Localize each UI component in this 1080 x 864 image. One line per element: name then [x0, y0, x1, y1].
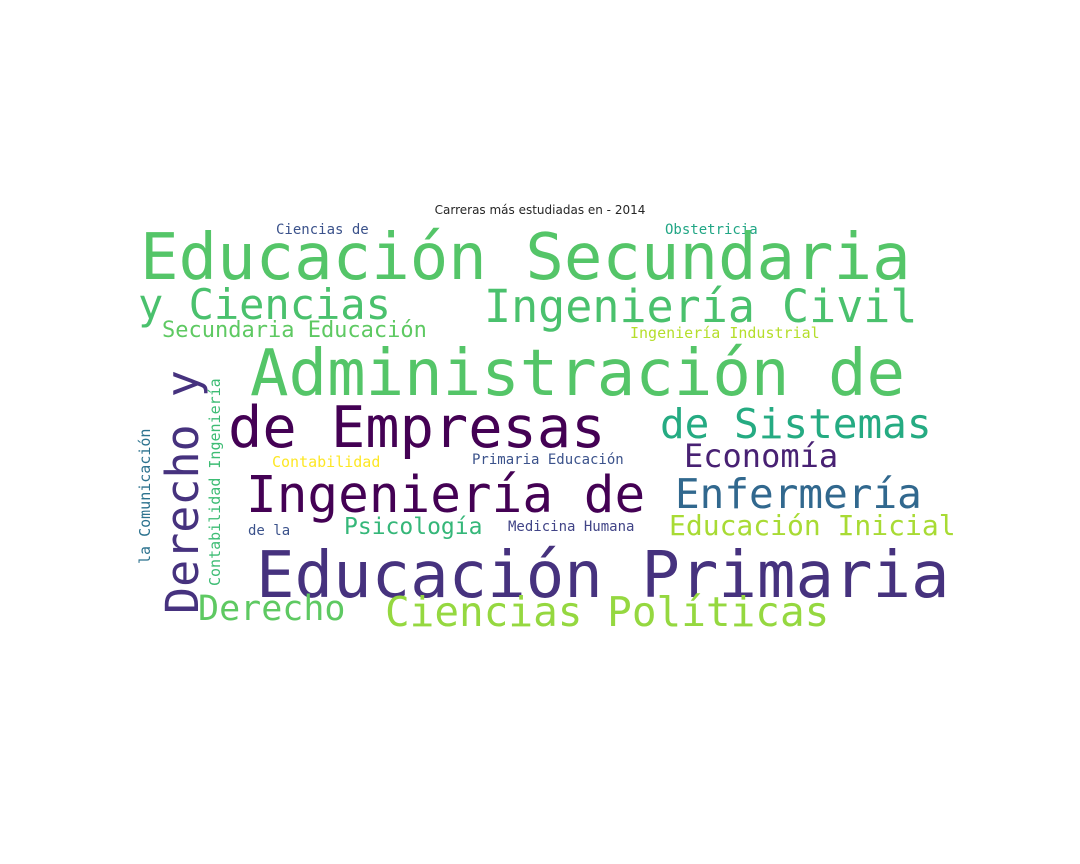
word-educacion-primaria: Educación Primaria	[256, 539, 950, 613]
word-y-ciencias: y Ciencias	[138, 280, 391, 329]
word-cloud: Ciencias de Obstetricia Educación Secund…	[134, 222, 972, 642]
word-ingenieria-industrial: Ingeniería Industrial	[630, 324, 820, 342]
word-secundaria-educacion: Secundaria Educación	[162, 318, 427, 343]
word-ciencias-politicas: Ciencias Políticas	[385, 588, 830, 636]
word-medicina-humana: Medicina Humana	[508, 519, 635, 535]
word-administracion-de: Administración de	[250, 337, 906, 411]
word-ciencias-de: Ciencias de	[276, 222, 369, 238]
word-educacion-secundaria: Educación Secundaria	[140, 222, 911, 295]
word-la-comunicacion: la Comunicación	[136, 428, 154, 564]
word-derecho-y: Derecho y	[156, 370, 209, 614]
word-ingenieria-civil: Ingeniería Civil	[484, 280, 918, 333]
word-de-sistemas: de Sistemas	[660, 400, 932, 448]
word-de-empresas: de Empresas	[228, 395, 606, 461]
word-de-la: de la	[248, 523, 291, 539]
word-educacion-inicial: Educación Inicial	[669, 509, 956, 542]
word-contabilidad: Contabilidad	[272, 453, 381, 471]
word-primaria-educacion: Primaria Educación	[472, 452, 624, 468]
word-ingenieria-de: Ingeniería de	[246, 466, 646, 525]
chart-title: Carreras más estudiadas en - 2014	[434, 203, 646, 217]
word-contabilidad-ingenieria: Contabilidad Ingeniería	[206, 378, 224, 586]
word-obstetricia: Obstetricia	[665, 222, 758, 238]
word-psicologia: Psicología	[344, 514, 483, 540]
word-economia: Economía	[684, 437, 839, 475]
word-enfermeria: Enfermería	[675, 470, 922, 518]
word-derecho: Derecho	[198, 589, 346, 629]
